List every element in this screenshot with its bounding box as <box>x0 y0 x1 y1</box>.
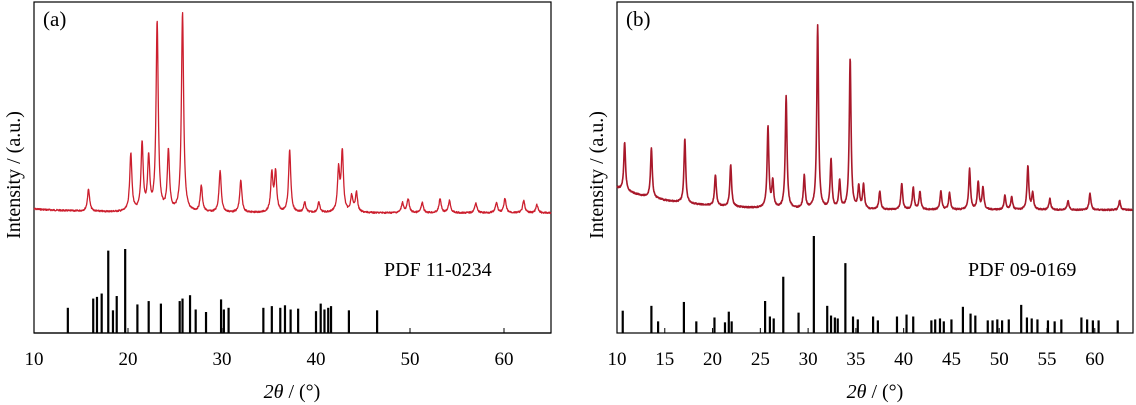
y-axis-title: Intensity / (a.u.) <box>3 111 25 239</box>
reference-lines <box>66 249 379 333</box>
x-tick-label: 20 <box>119 349 138 370</box>
x-tick-label: 20 <box>703 349 722 370</box>
plot-frame <box>33 1 552 334</box>
x-tick-label: 30 <box>213 349 232 370</box>
x-axis-ticks <box>33 328 505 333</box>
y-axis-title: Intensity / (a.u.) <box>586 111 608 239</box>
panel-a: (a) Intensity / (a.u.) PDF 11-0234 10 20 3… <box>3 1 552 403</box>
plot-frame <box>616 1 1134 334</box>
panel-b: (b) Intensity / (a.u.) PDF 09-0169 10 15 2… <box>586 1 1134 403</box>
x-tick-label: 60 <box>495 349 514 370</box>
x-tick-label: 50 <box>401 349 420 370</box>
xrd-pattern-line <box>33 12 552 215</box>
x-axis-tick-labels: 10 20 30 40 50 60 <box>25 349 514 370</box>
x-tick-label: 40 <box>307 349 326 370</box>
x-tick-label: 50 <box>990 349 1009 370</box>
x-tick-label: 55 <box>1038 349 1057 370</box>
x-tick-label: 45 <box>942 349 961 370</box>
x-axis-ticks <box>616 328 1096 333</box>
xrd-pattern-line <box>616 23 1134 212</box>
x-tick-label: 10 <box>25 349 44 370</box>
x-tick-label: 35 <box>846 349 865 370</box>
x-axis-title: 2θ / (°) <box>847 381 904 403</box>
x-axis-tick-labels: 10 15 20 25 30 35 40 45 50 55 60 <box>608 349 1105 370</box>
x-tick-label: 60 <box>1085 349 1104 370</box>
reference-lines <box>621 236 1119 333</box>
x-tick-label: 15 <box>655 349 674 370</box>
panel-label: (b) <box>626 7 651 31</box>
reference-card-label: PDF 09-0169 <box>968 259 1076 281</box>
x-tick-label: 10 <box>608 349 627 370</box>
x-tick-label: 25 <box>751 349 770 370</box>
x-tick-label: 40 <box>894 349 913 370</box>
x-tick-label: 30 <box>799 349 818 370</box>
x-axis-title: 2θ / (°) <box>264 381 321 403</box>
panel-label: (a) <box>43 7 66 31</box>
reference-card-label: PDF 11-0234 <box>384 259 492 281</box>
